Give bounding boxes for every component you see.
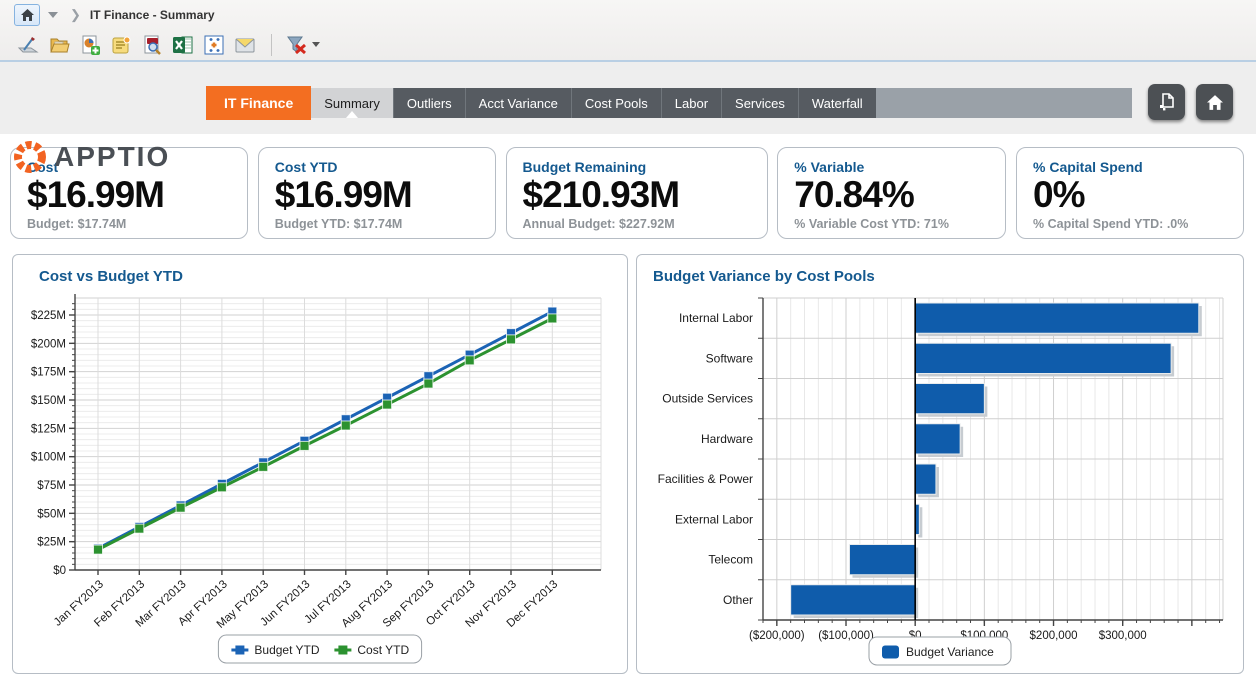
svg-text:Budget YTD: Budget YTD [254, 643, 319, 657]
tab-services[interactable]: Services [721, 88, 798, 118]
svg-text:$100M: $100M [31, 452, 66, 464]
svg-text:$25M: $25M [37, 537, 66, 549]
report-actions-button[interactable] [1148, 84, 1185, 120]
kpi-value: 70.84% [794, 174, 915, 215]
new-report-icon[interactable] [78, 33, 102, 57]
kpi-value: $16.99M [27, 174, 165, 215]
kpi-card-percent-variable[interactable]: % Variable 70.84% % Variable Cost YTD: 7… [777, 147, 1007, 239]
svg-text:$0: $0 [53, 565, 66, 577]
breadcrumb: ❯ IT Finance - Summary [0, 0, 1256, 29]
kpi-title: Cost [27, 159, 59, 175]
cost-vs-budget-line-chart: $0 $25M $50M $75M $100M $125M $150M $175M $200M $… [31, 294, 602, 664]
budget-variance-bar-chart: Internal Labor Software Outside Services Ha… [658, 297, 1224, 666]
svg-text:Software: Software [706, 351, 754, 365]
svg-text:Hardware: Hardware [701, 432, 753, 446]
svg-text:Other: Other [723, 593, 753, 607]
budget-variance-chart-card: Budget Variance by Cost Pools Internal L… [636, 254, 1244, 674]
tab-strip: IT Finance Summary Outliers Acct Varianc… [206, 86, 1132, 120]
kpi-subtitle: % Variable Cost YTD: 71% [794, 216, 949, 231]
svg-text:$150M: $150M [31, 395, 66, 407]
svg-text:($100,000): ($100,000) [818, 630, 874, 642]
kpi-card-cost[interactable]: Cost $16.99M Budget: $17.74M [10, 147, 248, 239]
chart-title: Cost vs Budget YTD [39, 268, 183, 285]
kpi-title: % Capital Spend [1033, 159, 1143, 175]
tab-labor[interactable]: Labor [660, 88, 722, 118]
kpi-value: $210.93M [522, 174, 681, 215]
svg-text:$125M: $125M [31, 423, 66, 435]
svg-text:($200,000): ($200,000) [749, 630, 805, 642]
svg-text:External Labor: External Labor [675, 512, 753, 526]
kpi-card-budget-remaining[interactable]: Budget Remaining $210.93M Annual Budget:… [505, 147, 768, 239]
kpi-subtitle: Budget YTD: $17.74M [274, 216, 403, 231]
kpi-title: Cost YTD [274, 159, 338, 175]
logo-text: APPTIO [54, 141, 171, 172]
signature-icon[interactable] [16, 33, 40, 57]
open-folder-icon[interactable] [47, 33, 71, 57]
kpi-card-cost-ytd[interactable]: Cost YTD $16.99M Budget YTD: $17.74M [257, 147, 496, 239]
svg-text:Telecom: Telecom [708, 553, 753, 567]
svg-text:$200,000: $200,000 [1030, 630, 1078, 642]
tab-summary[interactable]: Summary [311, 88, 393, 118]
apptio-logo: APPTIO [12, 139, 170, 175]
toolbar-icon-row [0, 29, 1256, 60]
document-icon [1159, 93, 1174, 111]
home-icon [20, 8, 34, 21]
svg-text:$75M: $75M [37, 480, 66, 492]
tab-outliers[interactable]: Outliers [392, 88, 465, 118]
kpi-title: % Variable [794, 159, 865, 175]
svg-text:Cost YTD: Cost YTD [357, 643, 409, 657]
clear-filter-icon[interactable] [286, 33, 320, 57]
top-toolbar: ❯ IT Finance - Summary [0, 0, 1256, 62]
breadcrumb-label: IT Finance - Summary [89, 7, 215, 22]
kpi-value: 0% [1033, 174, 1085, 215]
pivot-table-icon[interactable] [202, 33, 226, 57]
tab-cost-pools[interactable]: Cost Pools [570, 88, 661, 118]
home-breadcrumb-button[interactable] [14, 3, 40, 26]
toolbar-separator [271, 33, 272, 56]
svg-text:$50M: $50M [37, 508, 66, 520]
svg-text:$200M: $200M [31, 338, 66, 350]
kpi-subtitle: Annual Budget: $227.92M [522, 216, 675, 231]
kpi-subtitle: Budget: $17.74M [27, 216, 127, 231]
kpi-row: Cost $16.99M Budget: $17.74M Cost YTD $1… [10, 147, 1244, 239]
chart-title: Budget Variance by Cost Pools [653, 268, 875, 285]
svg-text:Internal Labor: Internal Labor [679, 311, 753, 325]
kpi-value: $16.99M [274, 174, 413, 215]
apptio-gear-icon [14, 141, 46, 173]
kpi-title: Budget Remaining [522, 159, 647, 175]
svg-text:$225M: $225M [31, 310, 66, 322]
cost-vs-budget-chart-card: Cost vs Budget YTD $0 $25M $50M $75M $100M $1… [12, 254, 628, 674]
kpi-card-percent-capital-spend[interactable]: % Capital Spend 0% % Capital Spend YTD: … [1016, 147, 1244, 239]
home-icon [1206, 94, 1223, 110]
tab-acct-variance[interactable]: Acct Variance [464, 88, 571, 118]
tab-it-finance[interactable]: IT Finance [206, 86, 312, 120]
clear-filter-dropdown-icon [312, 42, 320, 47]
export-excel-icon[interactable] [171, 33, 195, 57]
svg-text:$175M: $175M [31, 367, 66, 379]
breadcrumb-dropdown-icon[interactable] [48, 11, 58, 18]
svg-text:Outside Services: Outside Services [662, 392, 753, 406]
header-band: APPTIO IT Finance Summary Outliers Acct … [0, 62, 1256, 173]
home-button[interactable] [1196, 84, 1233, 120]
tab-waterfall[interactable]: Waterfall [797, 88, 876, 118]
kpi-subtitle: % Capital Spend YTD: .0% [1033, 216, 1189, 231]
chevron-right-icon: ❯ [70, 6, 81, 22]
email-icon[interactable] [233, 33, 257, 57]
svg-text:$300,000: $300,000 [1099, 630, 1147, 642]
svg-text:Facilities & Power: Facilities & Power [658, 472, 753, 486]
notes-icon[interactable] [109, 33, 133, 57]
svg-text:Budget Variance: Budget Variance [906, 645, 994, 659]
pdf-preview-icon[interactable] [140, 33, 164, 57]
charts-row: Cost vs Budget YTD $0 $25M $50M $75M $100M $1… [12, 254, 1244, 674]
